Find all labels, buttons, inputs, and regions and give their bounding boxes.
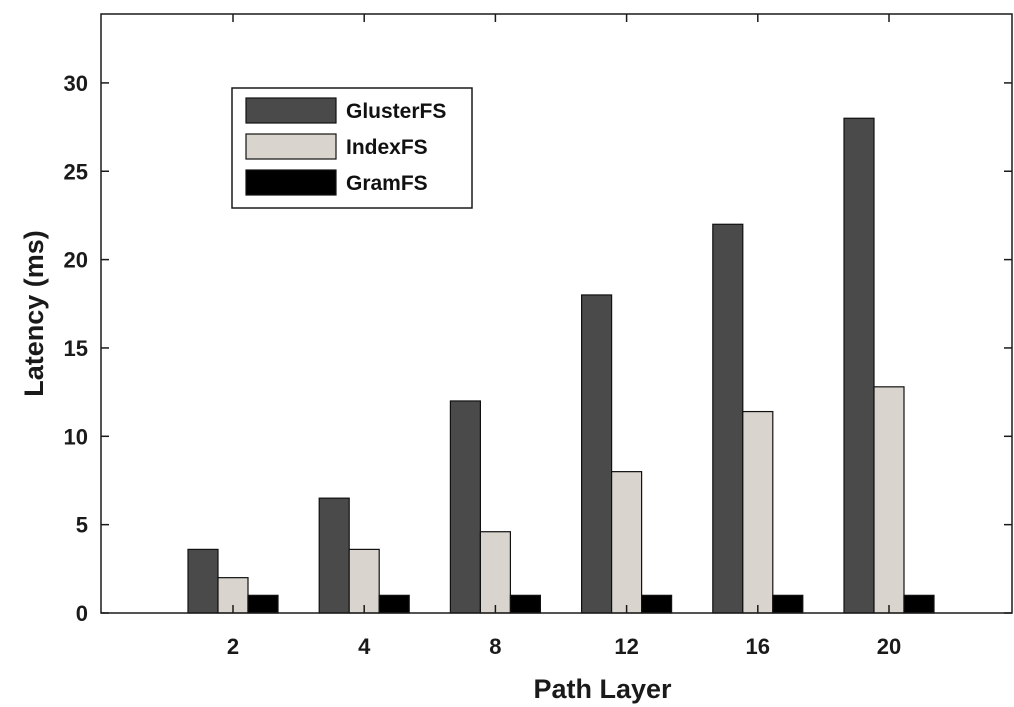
legend-swatch-indexfs — [245, 133, 337, 160]
bar-indexfs-8 — [479, 531, 511, 614]
x-tick-label: 8 — [489, 634, 501, 659]
bars-group — [187, 117, 935, 614]
axis-ticks — [101, 14, 1012, 614]
y-tick-label: 30 — [64, 71, 88, 96]
bar-indexfs-16 — [742, 410, 774, 614]
bar-indexfs-4 — [348, 548, 380, 614]
x-tick-label: 16 — [746, 634, 770, 659]
bar-indexfs-12 — [610, 471, 643, 614]
y-tick-labels: 0 5 10 15 20 25 30 — [64, 71, 88, 626]
bar-gramfs-2 — [247, 594, 279, 614]
y-tick-label: 25 — [64, 159, 88, 184]
bar-gramfs-16 — [772, 594, 804, 614]
legend-label-glusterfs: GlusterFS — [346, 100, 446, 123]
legend-label-indexfs: IndexFS — [346, 136, 428, 159]
bar-gramfs-8 — [509, 594, 541, 614]
x-tick-label: 2 — [227, 634, 239, 659]
y-tick-label: 0 — [76, 601, 88, 626]
y-tick-label: 10 — [64, 424, 88, 449]
bar-gramfs-12 — [640, 594, 673, 614]
legend-swatch-gramfs — [245, 169, 337, 196]
y-axis-title: Latency (ms) — [19, 230, 49, 397]
bar-glusterfs-4 — [318, 497, 350, 614]
legend-swatch-glusterfs — [245, 97, 337, 124]
bar-glusterfs-16 — [712, 223, 744, 614]
bar-gramfs-20 — [903, 594, 935, 614]
x-axis-title: Path Layer — [533, 674, 672, 704]
legend-label-gramfs: GramFS — [346, 172, 428, 195]
x-tick-label: 12 — [614, 634, 638, 659]
bar-gramfs-4 — [378, 594, 410, 614]
bar-glusterfs-20 — [843, 117, 875, 614]
x-tick-labels: 2 4 8 12 16 20 — [227, 634, 901, 659]
y-tick-label: 5 — [76, 513, 88, 538]
bar-glusterfs-2 — [187, 548, 219, 614]
plot-frame — [100, 13, 1013, 614]
y-tick-label: 15 — [64, 336, 88, 361]
legend: GlusterFS IndexFS GramFS — [231, 87, 473, 209]
x-tick-label: 4 — [358, 634, 371, 659]
x-tick-label: 20 — [877, 634, 901, 659]
bar-indexfs-20 — [873, 386, 905, 614]
bar-glusterfs-8 — [449, 400, 481, 614]
y-tick-label: 20 — [64, 248, 88, 273]
bar-glusterfs-12 — [580, 294, 613, 614]
